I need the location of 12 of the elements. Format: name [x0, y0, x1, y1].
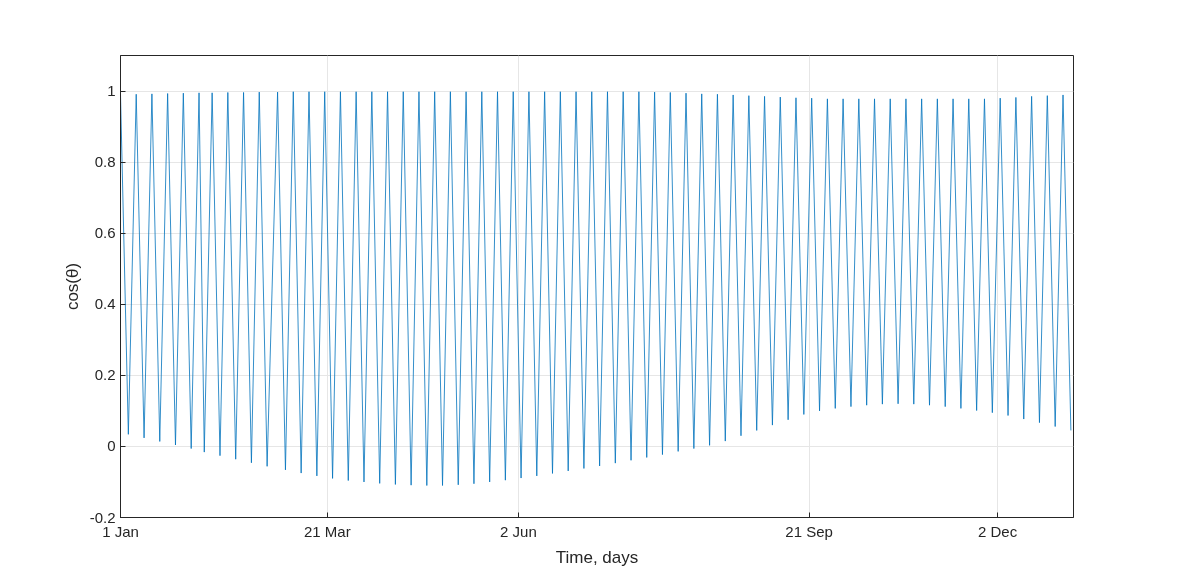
y-tick-label: 0.8: [94, 153, 116, 171]
y-axis-title: cos(θ): [62, 262, 82, 311]
x-axis-title: Time, days: [555, 547, 639, 567]
y-tick-label: 1: [107, 82, 116, 100]
y-tick-label: 0.4: [94, 295, 116, 313]
y-tick-label: 0: [107, 437, 116, 455]
y-tick-label: 0.6: [94, 224, 116, 242]
x-tick-label: 2 Jun: [500, 522, 537, 540]
x-tick-label: 21 Sep: [785, 522, 833, 540]
x-tick-label: 2 Dec: [977, 522, 1018, 540]
y-tick-label: 0.2: [94, 366, 116, 384]
x-tick-label: 21 Mar: [303, 522, 351, 540]
